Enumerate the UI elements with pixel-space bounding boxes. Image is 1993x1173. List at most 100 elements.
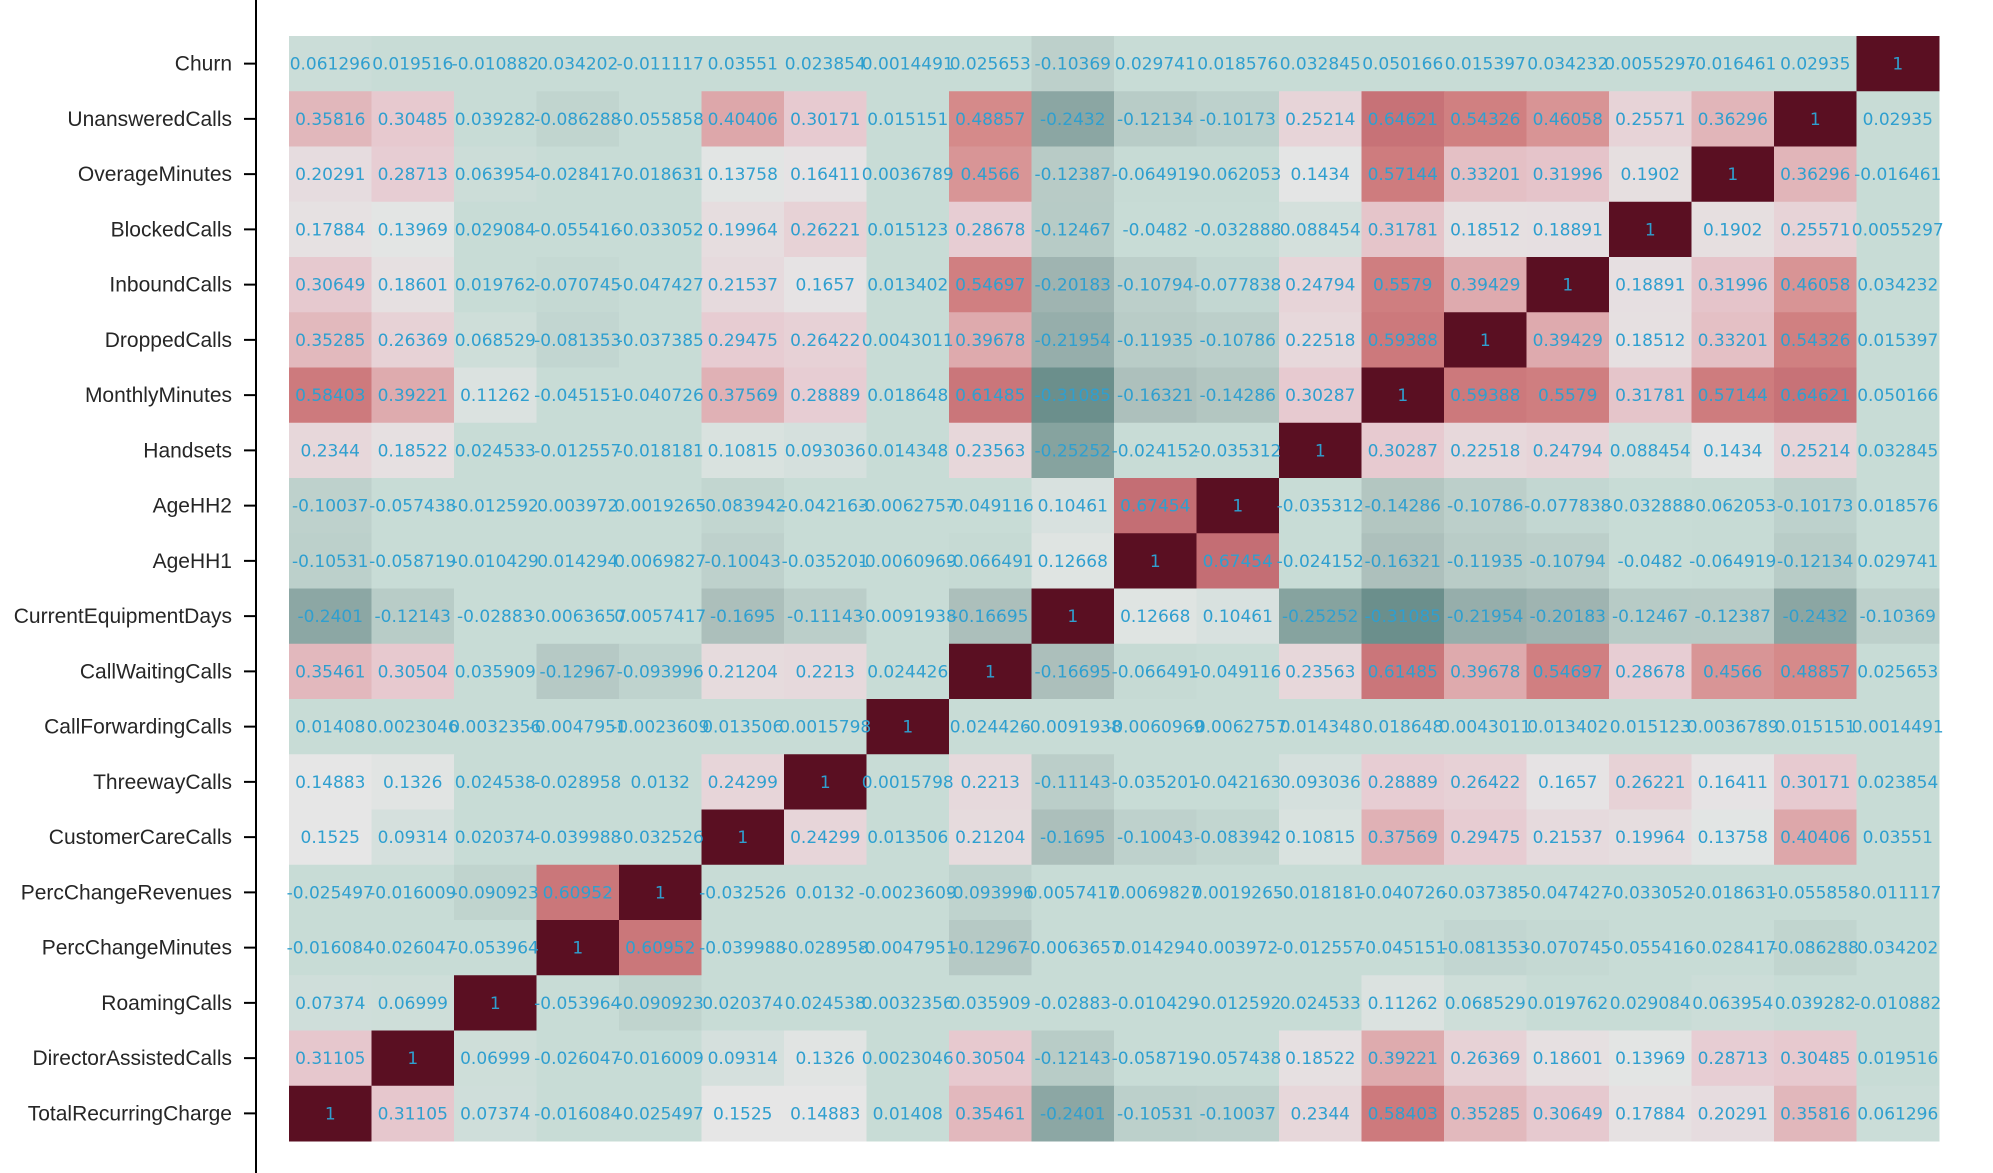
heatmap-cell-value: 0.0023046	[862, 1049, 954, 1069]
heatmap-cell-value: 0.063954	[455, 165, 536, 185]
heatmap-cell-value: 0.13758	[708, 165, 778, 185]
heatmap-cell-value: 0.54326	[1780, 331, 1850, 351]
heatmap-cell	[1774, 91, 1857, 147]
heatmap-cell	[454, 36, 537, 92]
heatmap-cell	[866, 257, 950, 313]
heatmap-cell-value: -0.086288	[534, 110, 621, 130]
heatmap-cell-value: 0.58403	[295, 386, 365, 406]
heatmap-cell-value: 0.07374	[460, 1104, 530, 1124]
heatmap-cell	[536, 975, 620, 1031]
heatmap-cell-value: 0.0132	[631, 773, 690, 793]
heatmap-cell-value: 0.11262	[460, 386, 530, 406]
heatmap-cell-value: 1	[1892, 55, 1903, 75]
heatmap-cell-value: 0.035909	[950, 994, 1031, 1014]
heatmap-cell	[1691, 312, 1775, 368]
heatmap-cell	[619, 1030, 702, 1087]
heatmap-cell-value: 0.26422	[1450, 773, 1520, 793]
heatmap-cell	[949, 478, 1032, 534]
heatmap-cell-value: 1	[1150, 552, 1161, 572]
heatmap-cell-value: 0.093036	[1280, 773, 1361, 793]
heatmap-cell-value: -0.2401	[1040, 1104, 1106, 1124]
heatmap-cell-value: -0.016461	[1854, 165, 1941, 185]
heatmap-cell	[536, 91, 620, 147]
heatmap-cell	[1856, 699, 1940, 755]
heatmap-cell-value: 0.034202	[537, 55, 618, 75]
heatmap-cell-value: 1	[1315, 441, 1326, 461]
heatmap-cell-value: 0.30485	[378, 110, 448, 130]
heatmap-cell	[1526, 146, 1610, 203]
heatmap-cell-value: 0.2213	[796, 662, 855, 682]
heatmap-cell-value: -0.081353	[1442, 939, 1529, 959]
heatmap-cell-value: 0.54697	[1533, 662, 1603, 682]
heatmap-cell-value: -0.055858	[617, 110, 704, 130]
heatmap-cell-value: -0.16321	[1365, 552, 1441, 572]
heatmap-cell	[1031, 699, 1115, 755]
heatmap-cell-value: -0.028958	[534, 773, 621, 793]
heatmap-cell	[454, 643, 537, 700]
heatmap-cell-value: -0.10794	[1117, 276, 1193, 296]
heatmap-cell	[371, 809, 455, 866]
heatmap-cell	[619, 643, 702, 700]
heatmap-cell	[454, 920, 537, 976]
heatmap-cell-value: 0.26369	[378, 331, 448, 351]
heatmap-cell	[1691, 699, 1775, 755]
heatmap-cell	[949, 809, 1032, 866]
heatmap-cell	[701, 312, 785, 368]
heatmap-cell	[536, 643, 620, 700]
heatmap-cell-value: 0.40406	[708, 110, 778, 130]
heatmap-cell-value: -0.0091938	[1024, 718, 1122, 738]
heatmap-cell	[289, 36, 372, 92]
heatmap-cell-value: 0.1326	[796, 1049, 855, 1069]
heatmap-cell-value: 0.061296	[290, 55, 371, 75]
heatmap-cell-value: 0.024538	[455, 773, 536, 793]
heatmap-cell-value: 0.050166	[1857, 386, 1938, 406]
heatmap-cell	[1856, 422, 1940, 479]
heatmap-cell	[1114, 478, 1197, 534]
heatmap-cell	[1526, 1085, 1610, 1142]
heatmap-cell-value: 0.25214	[1285, 110, 1355, 130]
heatmap-cell	[1279, 643, 1362, 700]
heatmap-cell-value: 0.31105	[378, 1104, 448, 1124]
heatmap-cell-value: 0.67454	[1203, 552, 1273, 572]
heatmap-cell-value: 1	[407, 1049, 418, 1069]
heatmap-cell	[949, 257, 1032, 313]
heatmap-cell	[1609, 864, 1692, 921]
heatmap-cell-value: 0.30649	[1533, 1104, 1603, 1124]
heatmap-cell-value: -0.032526	[699, 883, 786, 903]
heatmap-cell	[949, 643, 1032, 700]
heatmap-cell-value: -0.0047951	[859, 939, 957, 959]
heatmap-cell	[784, 367, 867, 424]
heatmap-cell-value: 0.093036	[785, 441, 866, 461]
heatmap-cell-value: 0.061296	[1857, 1104, 1938, 1124]
heatmap-cell-value: -0.0047951	[529, 718, 627, 738]
heatmap-cell	[1774, 699, 1857, 755]
heatmap-cell	[1114, 699, 1197, 755]
heatmap-cell	[1196, 754, 1280, 810]
heatmap-cell-value: 0.088454	[1280, 220, 1361, 240]
heatmap-cell	[536, 920, 620, 976]
heatmap-cell	[454, 699, 537, 755]
heatmap-cell-value: 0.088454	[1610, 441, 1691, 461]
heatmap-cell	[1114, 36, 1197, 92]
heatmap-cell-value: -0.20183	[1035, 276, 1111, 296]
heatmap-cell-value: 1	[737, 828, 748, 848]
heatmap-cell-value: -0.16695	[952, 607, 1028, 627]
heatmap-cell	[454, 975, 537, 1031]
heatmap-cell	[1196, 146, 1280, 203]
heatmap-cell	[1526, 201, 1610, 258]
heatmap-cell-value: 0.5579	[1373, 276, 1432, 296]
heatmap-cell	[454, 588, 537, 645]
heatmap-cell	[784, 478, 867, 534]
heatmap-cell	[1774, 754, 1857, 810]
heatmap-cell-value: 0.050166	[1362, 55, 1443, 75]
heatmap-cell-value: -0.028958	[782, 939, 869, 959]
heatmap-cell	[1196, 643, 1280, 700]
heatmap-cell-value: 0.61485	[1368, 662, 1438, 682]
heatmap-cell-value: -0.12134	[1117, 110, 1193, 130]
heatmap-cell-value: 0.28889	[1368, 773, 1438, 793]
heatmap-cell-value: 0.024538	[785, 994, 866, 1014]
heatmap-cell-value: 1	[572, 939, 583, 959]
heatmap-cell	[1031, 1030, 1115, 1087]
heatmap-cell-value: 0.36296	[1698, 110, 1768, 130]
heatmap-cell-value: -0.077838	[1524, 497, 1611, 517]
